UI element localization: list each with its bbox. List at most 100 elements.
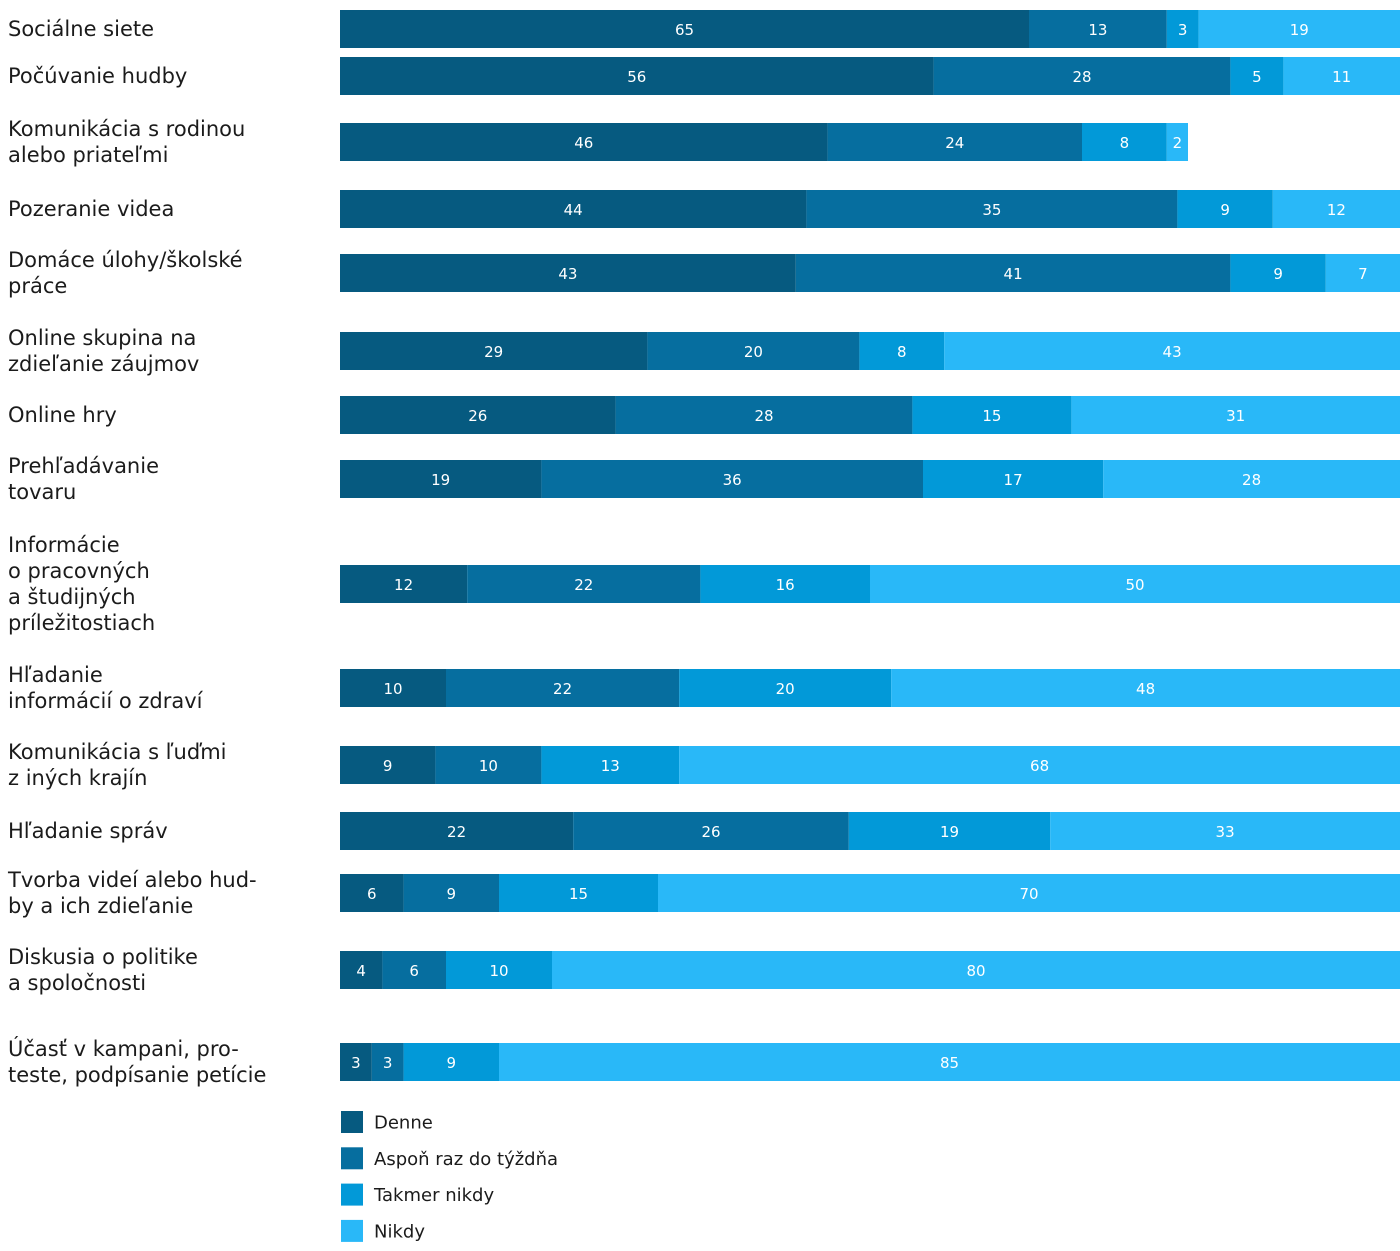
- data-label: 19: [1290, 21, 1309, 39]
- bar-segment: [1166, 123, 1188, 161]
- category-labels: Sociálne siete Počúvanie hudby Komunikácia…: [7, 17, 266, 1087]
- data-label: 9: [447, 1054, 457, 1072]
- bar-segment: [1230, 254, 1326, 292]
- bar-segment: [340, 1043, 372, 1081]
- category-label: teste, podpísanie petície: [8, 1063, 266, 1087]
- data-label: 3: [351, 1054, 361, 1072]
- data-label: 26: [468, 407, 487, 425]
- data-label: 28: [1072, 68, 1091, 86]
- data-label: 19: [431, 471, 450, 489]
- bar-segment: [658, 874, 1400, 912]
- bar-segment: [499, 1043, 1400, 1081]
- data-label: 12: [1327, 201, 1346, 219]
- bar-segment: [1325, 254, 1400, 292]
- bar-segment: [552, 951, 1400, 989]
- legend-swatch: [341, 1111, 363, 1133]
- data-label: 28: [754, 407, 773, 425]
- bar-segment: [923, 460, 1104, 498]
- bar-segment: [435, 746, 542, 784]
- bar-segment: [870, 565, 1400, 603]
- data-label: 24: [945, 134, 964, 152]
- data-label: 19: [940, 823, 959, 841]
- data-label: 9: [1273, 265, 1283, 283]
- data-label: 68: [1030, 757, 1049, 775]
- bar-segment: [1283, 57, 1400, 95]
- data-label: 35: [982, 201, 1001, 219]
- data-label: 26: [701, 823, 720, 841]
- data-label: 31: [1226, 407, 1245, 425]
- bar-segment: [1050, 812, 1400, 850]
- data-label: 6: [409, 962, 419, 980]
- category-label: Hľadanie správ: [8, 819, 168, 843]
- category-label: a spoločnosti: [8, 971, 146, 995]
- bar-segment: [1103, 460, 1400, 498]
- bar-segment: [382, 951, 446, 989]
- bar-segment: [795, 254, 1231, 292]
- category-label: alebo priateľmi: [8, 143, 168, 167]
- data-label: 46: [574, 134, 593, 152]
- bar-segment: [944, 332, 1400, 370]
- data-label: 11: [1332, 68, 1351, 86]
- data-label: 36: [723, 471, 742, 489]
- data-label: 3: [383, 1054, 393, 1072]
- bar-segment: [340, 951, 383, 989]
- data-label: 22: [553, 680, 572, 698]
- data-label: 80: [966, 962, 985, 980]
- category-label: informácií o zdraví: [8, 689, 204, 713]
- bar-segment: [446, 669, 680, 707]
- data-label: 13: [1088, 21, 1107, 39]
- data-label: 9: [383, 757, 393, 775]
- legend-label: Takmer nikdy: [373, 1185, 494, 1206]
- data-label: 9: [447, 885, 457, 903]
- bar-segment: [340, 746, 436, 784]
- category-label: Pozeranie videa: [8, 197, 174, 221]
- data-label: 10: [383, 680, 402, 698]
- data-label: 13: [601, 757, 620, 775]
- bar-segment: [340, 669, 446, 707]
- category-label: Online hry: [8, 403, 117, 427]
- data-label: 10: [479, 757, 498, 775]
- bar-segment: [541, 746, 680, 784]
- legend-swatch: [341, 1219, 363, 1242]
- bar-segment: [1177, 190, 1273, 228]
- bar-segment: [340, 57, 934, 95]
- category-label: príležitostiach: [8, 611, 155, 635]
- category-label: Hľadanie: [8, 663, 103, 687]
- data-label: 10: [489, 962, 508, 980]
- data-label: 15: [569, 885, 588, 903]
- category-label: zdieľanie záujmov: [8, 352, 199, 376]
- data-label: 5: [1252, 68, 1262, 86]
- bar-segment: [1198, 10, 1400, 48]
- bar-segment: [1230, 57, 1284, 95]
- bar-segment: [700, 565, 870, 603]
- category-label: Prehľadávanie: [8, 454, 159, 478]
- category-label: Informácie: [8, 533, 120, 557]
- bar-segment: [827, 123, 1082, 161]
- data-label: 16: [776, 576, 795, 594]
- data-label: 43: [558, 265, 577, 283]
- category-label: Domáce úlohy/školské: [8, 248, 243, 272]
- bar-segment: [848, 812, 1051, 850]
- legend-label: Aspoň raz do týždňa: [374, 1149, 558, 1170]
- legend-swatch: [341, 1147, 363, 1170]
- data-label: 29: [484, 343, 503, 361]
- data-label: 20: [776, 680, 795, 698]
- legend-swatch: [341, 1183, 363, 1206]
- category-label: by a ich zdieľanie: [8, 894, 193, 918]
- bar-segment: [933, 57, 1231, 95]
- bar-segment: [859, 332, 945, 370]
- category-label: o pracovných: [8, 559, 150, 583]
- bar-segment: [340, 460, 542, 498]
- bar-segment: [1071, 396, 1400, 434]
- bar-segment: [467, 565, 701, 603]
- data-label: 43: [1163, 343, 1182, 361]
- category-label: Sociálne siete: [8, 17, 154, 41]
- category-label: Počúvanie hudby: [8, 64, 187, 88]
- category-label: Účasť v kampani, pro-: [8, 1036, 239, 1061]
- bar-segment: [446, 951, 552, 989]
- bar-segment: [340, 565, 468, 603]
- data-label: 85: [940, 1054, 959, 1072]
- data-label: 7: [1358, 265, 1368, 283]
- data-label: 8: [1120, 134, 1130, 152]
- bar-segment: [1272, 190, 1400, 228]
